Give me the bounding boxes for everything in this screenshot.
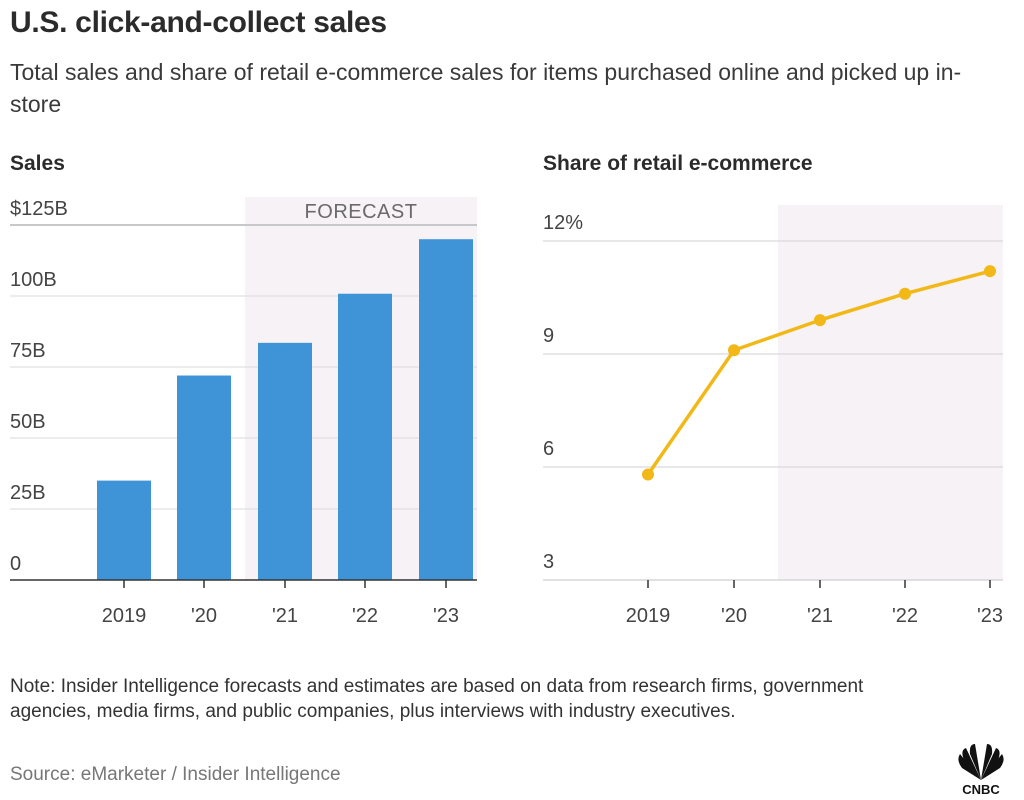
x-tick-label: 2019	[102, 605, 147, 627]
y-tick-label: 25B	[10, 482, 46, 504]
y-tick-label: 3	[543, 551, 554, 573]
share-panel-title: Share of retail e-commerce	[543, 152, 813, 175]
data-point-22	[899, 287, 911, 300]
footnote: Note: Insider Intelligence forecasts and…	[10, 676, 864, 722]
y-tick-label: 100B	[10, 269, 57, 291]
bar-20	[177, 375, 231, 580]
chart-title: U.S. click-and-collect sales	[10, 6, 387, 39]
y-tick-label: 0	[10, 553, 21, 575]
source-credit: Source: eMarketer / Insider Intelligence	[10, 764, 341, 785]
charts-canvas: FORECAST 0 25B 50B 75B 100B $125B 2019 '20 '21 '22…	[10, 197, 1003, 627]
chart-subtitle: Total sales and share of retail e-commer…	[10, 59, 962, 117]
data-point-23	[984, 265, 996, 278]
cnbc-logo-text: CNBC	[962, 782, 1000, 796]
y-tick-label: $125B	[10, 198, 68, 220]
y-tick-label: 6	[543, 438, 554, 460]
x-tick-label: '23	[977, 605, 1003, 627]
bar-2019	[97, 480, 151, 580]
x-tick-label: '22	[892, 605, 918, 627]
x-tick-label: '21	[272, 605, 298, 627]
x-tick-label: '20	[721, 605, 747, 627]
x-tick-label: '20	[191, 605, 217, 627]
data-point-21	[814, 314, 826, 327]
y-tick-label: 50B	[10, 411, 46, 433]
forecast-label: FORECAST	[305, 201, 418, 223]
sales-panel-title: Sales	[10, 152, 65, 175]
y-tick-label: 12%	[543, 212, 583, 234]
bar-23	[419, 239, 473, 580]
x-tick-label: 2019	[626, 605, 671, 627]
bar-21	[258, 342, 312, 580]
y-tick-label: 9	[543, 325, 554, 347]
x-tick-label: '22	[352, 605, 378, 627]
x-tick-label: '21	[807, 605, 833, 627]
cnbc-peacock-logo-icon: CNBC	[958, 744, 1004, 796]
y-tick-label: 75B	[10, 340, 46, 362]
x-tick-label: '23	[433, 605, 459, 627]
data-point-2019	[642, 468, 654, 481]
forecast-shade-share	[778, 205, 1003, 580]
data-point-20	[728, 344, 740, 357]
bar-22	[338, 293, 392, 580]
